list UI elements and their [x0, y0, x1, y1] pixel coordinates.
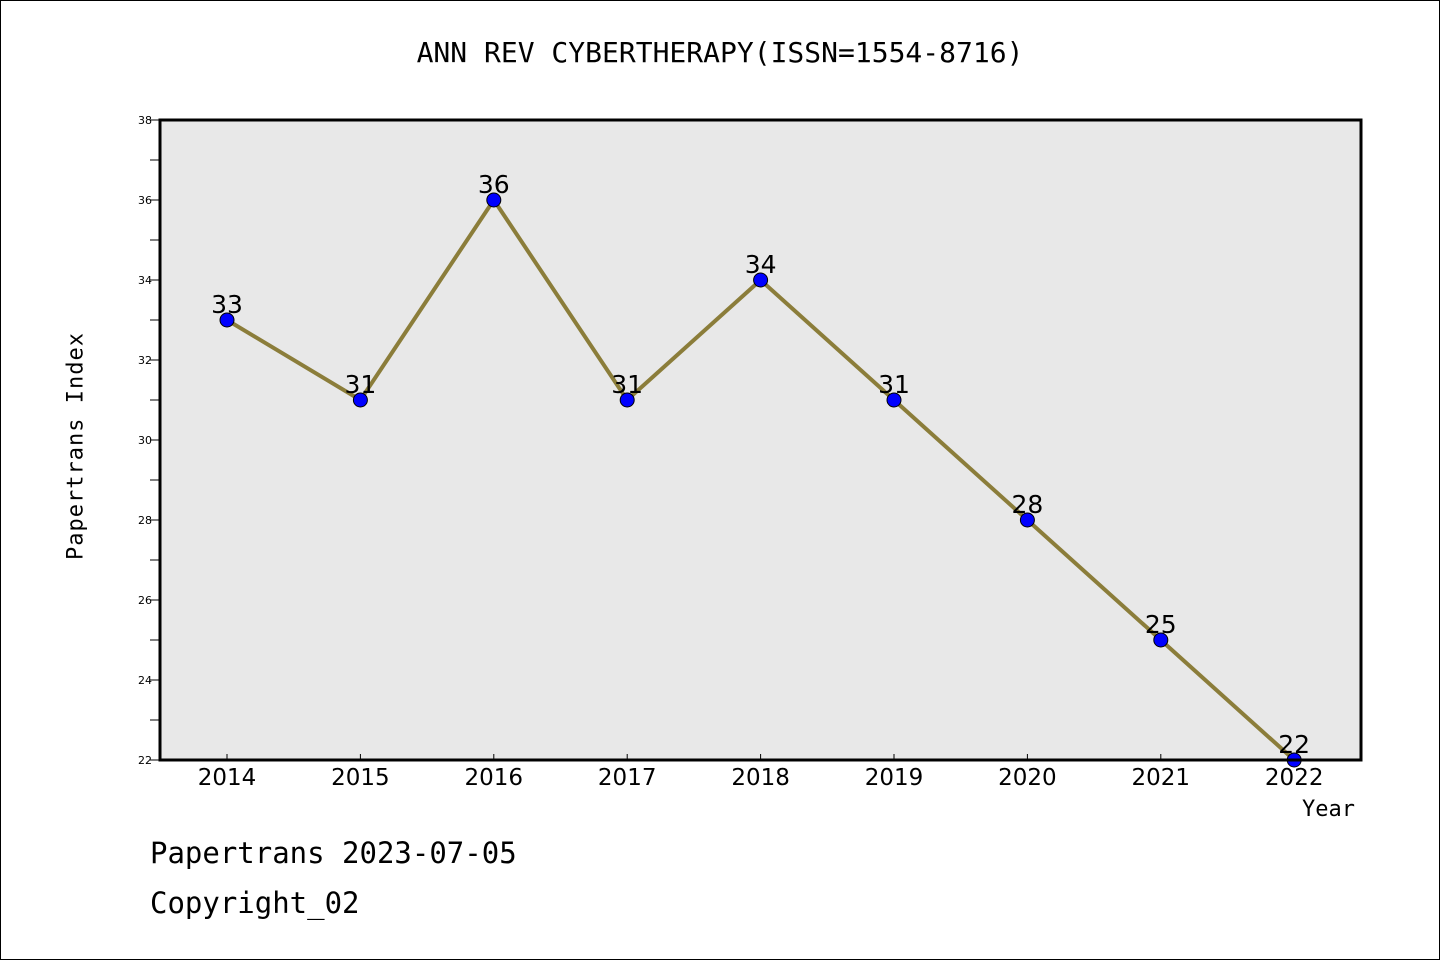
data-label: 31	[344, 370, 376, 399]
x-tick-label: 2019	[865, 765, 924, 791]
y-tick-label: 24	[138, 674, 152, 687]
data-point	[1019, 512, 1035, 528]
footer-copyright: Copyright_02	[150, 886, 360, 920]
data-point	[352, 392, 368, 408]
y-tick-label: 38	[138, 114, 152, 127]
y-tick-label: 30	[138, 434, 152, 447]
data-label: 31	[878, 370, 910, 399]
y-tick-label: 34	[138, 274, 152, 287]
data-label: 22	[1278, 730, 1310, 759]
y-tick-label: 22	[138, 754, 152, 767]
data-point	[886, 392, 902, 408]
x-axis-label: Year	[1302, 797, 1355, 822]
footer-date-line: Papertrans 2023-07-05	[150, 836, 517, 870]
data-label: 25	[1145, 610, 1177, 639]
data-point	[753, 272, 769, 288]
x-tick-label: 2021	[1132, 765, 1191, 791]
data-label: 36	[478, 170, 510, 199]
x-tick-label: 2020	[998, 765, 1057, 791]
x-tick-label: 2017	[598, 765, 657, 791]
data-label: 33	[211, 290, 243, 319]
data-label: 31	[611, 370, 643, 399]
y-tick-label: 32	[138, 354, 152, 367]
data-point	[219, 312, 235, 328]
data-label: 28	[1011, 490, 1043, 519]
data-label: 34	[745, 250, 777, 279]
data-point	[486, 192, 502, 208]
y-tick-label: 28	[138, 514, 152, 527]
x-tick-label: 2016	[465, 765, 524, 791]
chart-title: ANN REV CYBERTHERAPY(ISSN=1554-8716)	[416, 36, 1024, 69]
x-tick-label: 2018	[731, 765, 790, 791]
data-point	[1153, 632, 1169, 648]
x-tick-label: 2022	[1265, 765, 1324, 791]
x-tick-label: 2014	[198, 765, 257, 791]
x-tick-label: 2015	[331, 765, 390, 791]
data-point	[619, 392, 635, 408]
y-tick-label: 26	[138, 594, 152, 607]
plot-border	[158, 118, 1363, 762]
plot-area	[160, 120, 1361, 760]
y-tick-label: 36	[138, 194, 152, 207]
